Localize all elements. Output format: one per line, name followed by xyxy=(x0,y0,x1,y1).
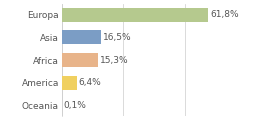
Text: 61,8%: 61,8% xyxy=(210,10,239,19)
Text: 16,5%: 16,5% xyxy=(102,33,131,42)
Bar xyxy=(62,8,208,22)
Bar xyxy=(62,53,98,67)
Text: 0,1%: 0,1% xyxy=(64,101,87,110)
Text: 6,4%: 6,4% xyxy=(79,78,101,87)
Text: 15,3%: 15,3% xyxy=(100,55,128,65)
Bar xyxy=(62,76,77,90)
Bar xyxy=(62,30,101,44)
